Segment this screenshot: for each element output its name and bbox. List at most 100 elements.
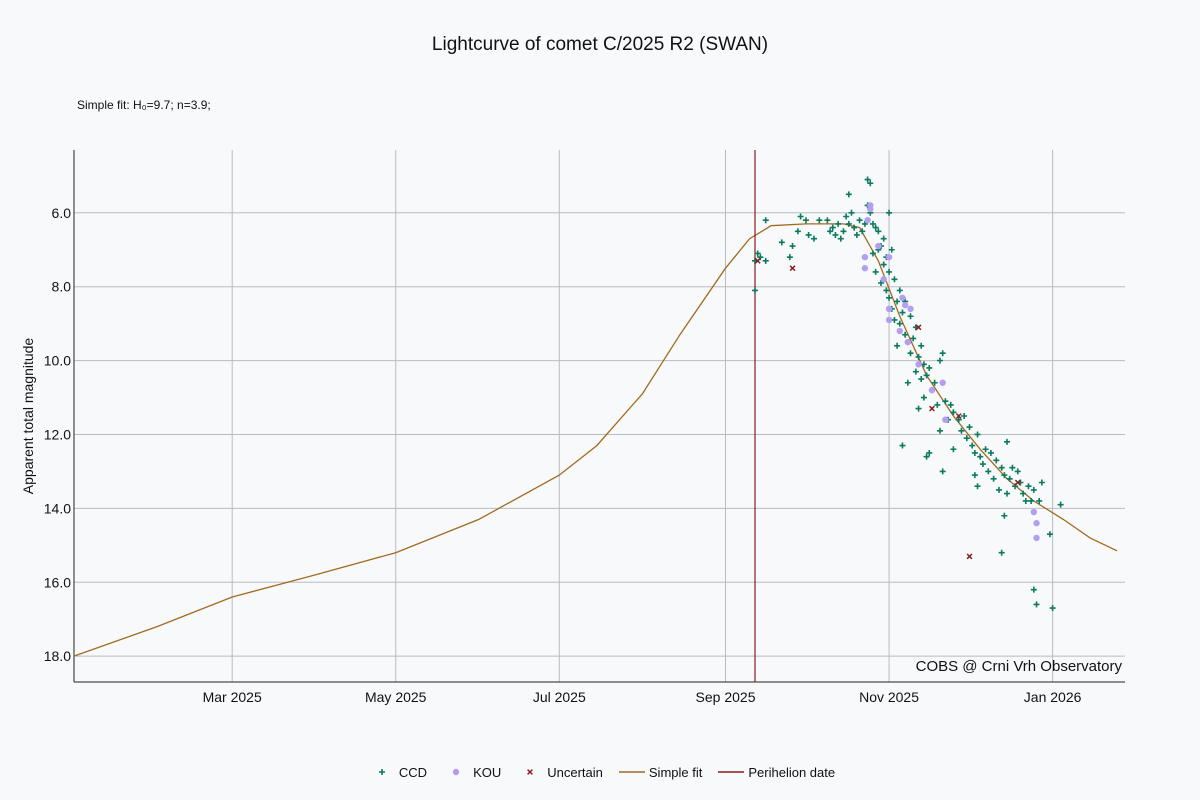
data-point-ccd: [1014, 468, 1021, 475]
data-point-ccd: [894, 298, 901, 305]
legend-marker-glyph: [527, 769, 534, 775]
legend-symbol: [365, 763, 399, 781]
data-point-ccd: [904, 379, 911, 386]
data-point-ccd: [1004, 490, 1011, 497]
data-point-ccd: [859, 228, 866, 235]
data-point-ccd: [995, 486, 1002, 493]
legend-item-uncertain[interactable]: Uncertain: [513, 763, 603, 781]
data-point-ccd: [886, 294, 893, 301]
data-point-ccd: [926, 364, 933, 371]
data-point-ccd: [778, 239, 785, 246]
data-point-ccd: [872, 224, 879, 231]
chart-title: Lightcurve of comet C/2025 R2 (SWAN): [431, 34, 769, 55]
data-point-ccd: [880, 261, 887, 268]
data-point-ccd: [848, 209, 855, 216]
data-point-ccd: [827, 228, 834, 235]
data-point-kou: [904, 338, 912, 346]
data-point-ccd: [837, 235, 844, 242]
legend-symbol-svg: [718, 771, 745, 773]
data-point-ccd: [998, 549, 1005, 556]
data-point-ccd: [974, 483, 981, 490]
data-point-ccd: [955, 416, 962, 423]
data-point-ccd: [869, 250, 876, 257]
data-point-ccd: [982, 446, 989, 453]
legend-symbol-svg: [378, 769, 385, 775]
source-annotation: COBS @ Crni Vrh Observatory: [916, 658, 1123, 675]
data-point-kou: [880, 276, 887, 283]
data-point-ccd: [1001, 512, 1008, 519]
data-point-ccd: [762, 257, 769, 264]
data-point-kou: [861, 253, 869, 261]
data-point-ccd: [915, 353, 922, 360]
data-point-ccd: [931, 379, 938, 386]
data-point-ccd: [762, 217, 769, 224]
data-point-ccd: [942, 398, 949, 405]
data-point-ccd: [851, 224, 858, 231]
data-point-kou: [942, 416, 949, 423]
data-point-ccd: [1030, 586, 1037, 593]
y-tick-label: 12.0: [44, 426, 71, 442]
legend-label: CCD: [398, 764, 428, 780]
data-point-ccd: [1028, 497, 1035, 504]
data-point-ccd: [853, 231, 860, 238]
data-point-ccd: [950, 409, 957, 416]
data-point-ccd: [918, 342, 925, 349]
data-point-ccd: [912, 368, 919, 375]
legend: CCD KOU Uncertain Simple fit Perihelion date: [0, 763, 1200, 781]
data-point-kou: [861, 265, 869, 272]
legend-item-simple-fit[interactable]: Simple fit: [615, 763, 702, 781]
data-point-ccd: [832, 231, 839, 238]
data-point-ccd: [789, 243, 796, 250]
legend-label: Uncertain: [547, 764, 603, 780]
data-point-ccd: [752, 287, 759, 294]
y-axis-title: Apparent total magnitude: [20, 338, 36, 495]
data-point-ccd: [1049, 605, 1056, 612]
data-point-ccd: [1020, 490, 1027, 497]
data-point-ccd: [971, 472, 978, 479]
data-point-ccd: [934, 401, 941, 408]
data-point-kou: [885, 305, 893, 313]
data-point-ccd: [802, 217, 809, 224]
legend-marker-glyph: [378, 769, 385, 775]
data-point-ccd: [923, 372, 930, 379]
data-point-ccd: [920, 361, 927, 368]
series-kou: [861, 202, 1040, 542]
x-tick-label: Nov 2025: [859, 689, 919, 705]
data-point-ccd: [998, 464, 1005, 471]
data-point-ccd: [1033, 601, 1040, 608]
data-point-ccd: [875, 228, 882, 235]
y-tick-label: 8.0: [52, 279, 72, 295]
legend-marker-glyph: [452, 768, 460, 776]
legend-symbol: [513, 763, 547, 781]
legend-item-kou[interactable]: KOU: [439, 763, 501, 781]
x-tick-label: Mar 2025: [203, 689, 262, 705]
data-point-kou: [907, 305, 914, 313]
data-point-ccd: [894, 342, 901, 349]
legend-item-perihelion-date[interactable]: Perihelion date: [714, 763, 835, 781]
data-point-ccd: [963, 435, 970, 442]
data-point-kou: [1033, 519, 1040, 527]
data-point-ccd: [977, 453, 984, 460]
data-point-ccd: [786, 254, 793, 261]
data-point-ccd: [950, 446, 957, 453]
legend-item-ccd[interactable]: CCD: [365, 763, 427, 781]
data-point-ccd: [947, 401, 954, 408]
data-point-uncertain: [789, 265, 796, 272]
data-point-ccd: [1036, 497, 1043, 504]
x-tick-label: Jul 2025: [533, 689, 586, 705]
y-tick-label: 18.0: [44, 648, 71, 664]
data-point-kou: [867, 205, 874, 213]
data-point-ccd: [926, 449, 933, 456]
data-point-ccd: [958, 427, 965, 434]
data-point-kou: [928, 386, 936, 394]
data-point-ccd: [896, 287, 903, 294]
y-tick-label: 16.0: [44, 574, 71, 590]
data-point-ccd: [937, 357, 944, 364]
data-point-ccd: [920, 394, 927, 401]
y-tick-label: 6.0: [52, 205, 72, 221]
fit-annotation: Simple fit: H₀=9.7; n=3.9;: [77, 98, 211, 112]
data-point-ccd: [993, 457, 1000, 464]
data-point-ccd: [899, 442, 906, 449]
data-point-uncertain: [955, 413, 962, 419]
